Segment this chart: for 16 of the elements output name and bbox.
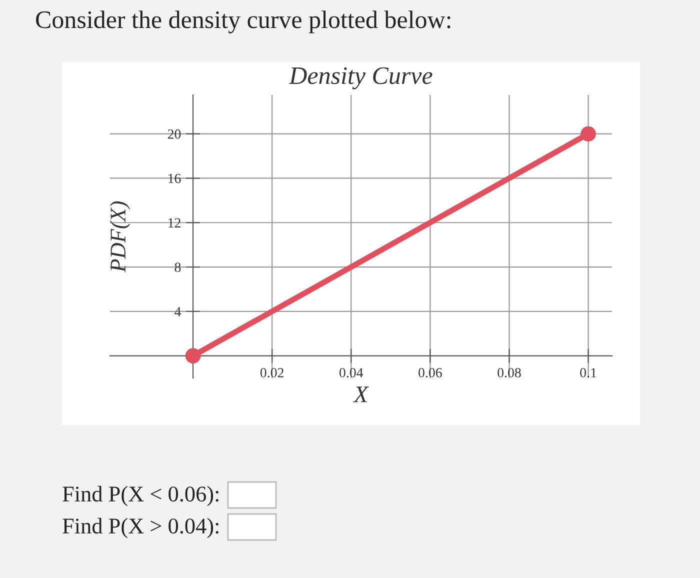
y-axis-title: PDF(X) xyxy=(110,201,130,272)
text: Find P(X > 0.04): xyxy=(62,518,218,538)
x-tick-label: 0.04 xyxy=(339,368,364,378)
text: Find P(X < 0.06): xyxy=(62,486,218,506)
x-tick-label: 0.1 xyxy=(580,368,596,378)
y-tick-label: 16 xyxy=(168,174,181,184)
chart-title: Density Curve xyxy=(288,67,432,90)
x-tick-label: 0.06 xyxy=(418,368,442,378)
x-axis-title: X xyxy=(353,386,369,402)
x-tick-label: 0.02 xyxy=(260,368,284,378)
text: Consider the density curve plotted below: xyxy=(36,10,450,34)
x-tick-label: 0.08 xyxy=(498,368,521,378)
y-tick-label: 12 xyxy=(168,218,180,228)
y-tick-label: 8 xyxy=(174,262,181,272)
y-tick-label: 20 xyxy=(168,129,181,139)
y-tick-label: 4 xyxy=(174,307,181,316)
